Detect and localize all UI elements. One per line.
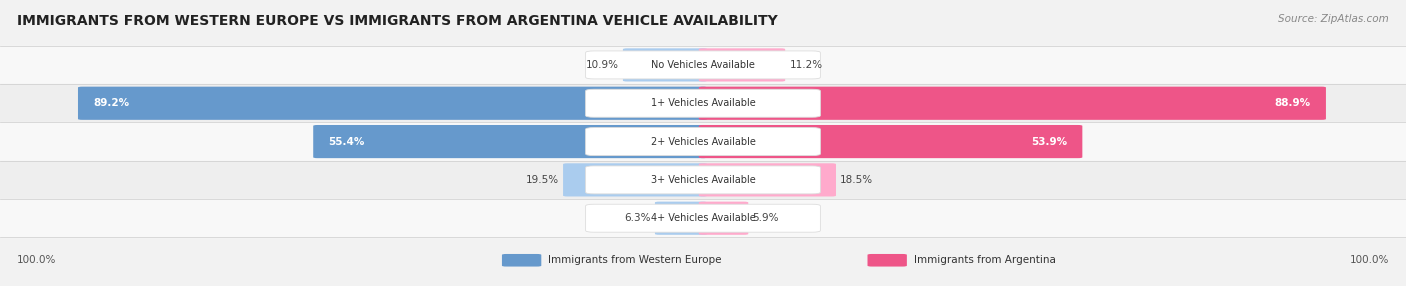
- Bar: [0, 199, 1406, 237]
- Text: IMMIGRANTS FROM WESTERN EUROPE VS IMMIGRANTS FROM ARGENTINA VEHICLE AVAILABILITY: IMMIGRANTS FROM WESTERN EUROPE VS IMMIGR…: [17, 14, 778, 28]
- Bar: [0, 84, 1406, 122]
- FancyBboxPatch shape: [623, 48, 707, 82]
- FancyBboxPatch shape: [699, 163, 837, 196]
- Text: 53.9%: 53.9%: [1031, 137, 1067, 146]
- Text: 5.9%: 5.9%: [752, 213, 779, 223]
- FancyBboxPatch shape: [655, 202, 707, 235]
- Text: 1+ Vehicles Available: 1+ Vehicles Available: [651, 98, 755, 108]
- Text: 10.9%: 10.9%: [586, 60, 619, 70]
- Text: 3+ Vehicles Available: 3+ Vehicles Available: [651, 175, 755, 185]
- FancyBboxPatch shape: [585, 51, 821, 79]
- Text: 11.2%: 11.2%: [789, 60, 823, 70]
- FancyBboxPatch shape: [77, 87, 707, 120]
- FancyBboxPatch shape: [699, 87, 1326, 120]
- Bar: [0, 122, 1406, 161]
- Text: Immigrants from Western Europe: Immigrants from Western Europe: [548, 255, 721, 265]
- Text: 18.5%: 18.5%: [841, 175, 873, 185]
- Bar: [0, 161, 1406, 199]
- FancyBboxPatch shape: [585, 89, 821, 117]
- Text: No Vehicles Available: No Vehicles Available: [651, 60, 755, 70]
- FancyBboxPatch shape: [585, 166, 821, 194]
- FancyBboxPatch shape: [699, 48, 785, 82]
- Text: 100.0%: 100.0%: [17, 255, 56, 265]
- FancyBboxPatch shape: [699, 125, 1083, 158]
- Bar: [0, 46, 1406, 84]
- FancyBboxPatch shape: [699, 202, 748, 235]
- Text: 4+ Vehicles Available: 4+ Vehicles Available: [651, 213, 755, 223]
- Text: 100.0%: 100.0%: [1350, 255, 1389, 265]
- Text: 89.2%: 89.2%: [93, 98, 129, 108]
- FancyBboxPatch shape: [562, 163, 707, 196]
- Text: 6.3%: 6.3%: [624, 213, 651, 223]
- Text: 55.4%: 55.4%: [329, 137, 366, 146]
- FancyBboxPatch shape: [314, 125, 707, 158]
- FancyBboxPatch shape: [868, 254, 907, 267]
- FancyBboxPatch shape: [502, 254, 541, 267]
- Text: 2+ Vehicles Available: 2+ Vehicles Available: [651, 137, 755, 146]
- FancyBboxPatch shape: [585, 204, 821, 232]
- FancyBboxPatch shape: [585, 128, 821, 156]
- Text: 19.5%: 19.5%: [526, 175, 558, 185]
- Text: Immigrants from Argentina: Immigrants from Argentina: [914, 255, 1056, 265]
- Text: 88.9%: 88.9%: [1274, 98, 1310, 108]
- Text: Source: ZipAtlas.com: Source: ZipAtlas.com: [1278, 14, 1389, 24]
